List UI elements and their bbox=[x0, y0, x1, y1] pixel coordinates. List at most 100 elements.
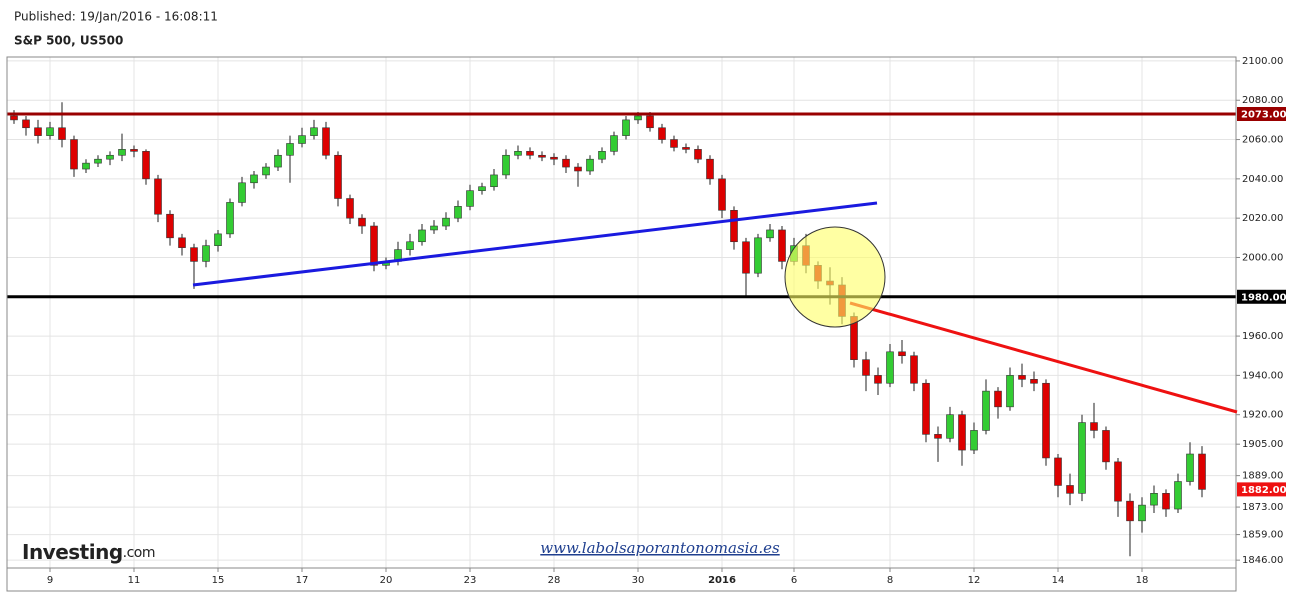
x-tick-label: 23 bbox=[464, 575, 477, 586]
candle-body bbox=[1054, 457, 1062, 486]
overlays bbox=[192, 201, 1238, 414]
candle-body bbox=[1078, 422, 1086, 494]
candle-body bbox=[898, 351, 906, 357]
candle-body bbox=[274, 154, 282, 168]
price-tag-label: 1980.00 bbox=[1241, 292, 1287, 303]
price-tag bbox=[1237, 106, 1286, 121]
candle-body bbox=[598, 151, 606, 160]
candle-body bbox=[1150, 493, 1158, 506]
highlight-circle bbox=[784, 226, 886, 328]
candle-body bbox=[190, 247, 198, 262]
logo: Investing.com bbox=[22, 540, 155, 564]
frame bbox=[6, 56, 1237, 592]
candle-body bbox=[214, 233, 222, 246]
candle-body bbox=[994, 390, 1002, 408]
candle-body bbox=[658, 127, 666, 140]
candle-body bbox=[622, 119, 630, 136]
candle-body bbox=[922, 382, 930, 435]
candle-body bbox=[1162, 493, 1170, 510]
candle-body bbox=[94, 158, 102, 164]
candle-body bbox=[250, 174, 258, 184]
candle-body bbox=[142, 151, 150, 180]
published: Published: 19/Jan/2016 - 16:08:11 bbox=[14, 10, 218, 24]
x-tick-label: 11 bbox=[128, 575, 141, 586]
candle-body bbox=[466, 190, 474, 207]
support-trendline bbox=[192, 201, 878, 287]
candle-body bbox=[610, 135, 618, 152]
watermark-link[interactable]: www.labolsaporantonomasia.es bbox=[540, 539, 780, 557]
y-tick-label: 2060.00 bbox=[1242, 135, 1283, 146]
candle-body bbox=[682, 147, 690, 150]
y-tick-label: 2020.00 bbox=[1242, 213, 1283, 224]
y-tick-label: 1846.00 bbox=[1242, 555, 1283, 566]
candle-body bbox=[1138, 504, 1146, 522]
price-tag bbox=[1237, 289, 1286, 304]
candle-body bbox=[862, 359, 870, 376]
candle-body bbox=[322, 127, 330, 156]
candle-body bbox=[118, 149, 126, 156]
x-tick-label: 15 bbox=[212, 575, 225, 586]
candle-body bbox=[982, 390, 990, 431]
candle-body bbox=[178, 237, 186, 248]
candle-body bbox=[166, 213, 174, 239]
candle-body bbox=[586, 158, 594, 172]
candle-body bbox=[886, 351, 894, 384]
candle-body bbox=[694, 149, 702, 160]
candle-body bbox=[418, 229, 426, 243]
logo-main: Investing bbox=[22, 540, 123, 564]
candle-body bbox=[334, 154, 342, 199]
candle-body bbox=[646, 115, 654, 129]
candle-body bbox=[430, 225, 438, 231]
candle-body bbox=[1114, 461, 1122, 502]
candle-body bbox=[46, 127, 54, 136]
candle-body bbox=[58, 127, 66, 140]
candle-body bbox=[346, 198, 354, 219]
plot-area bbox=[7, 57, 1236, 568]
candle-body bbox=[130, 149, 138, 152]
price-tag-label: 2073.00 bbox=[1241, 109, 1287, 120]
y-tick-label: 1889.00 bbox=[1242, 471, 1283, 482]
candle-body bbox=[634, 115, 642, 121]
candle-body bbox=[226, 202, 234, 235]
candle-body bbox=[910, 355, 918, 384]
y-tick-label: 1920.00 bbox=[1242, 410, 1283, 421]
candle-body bbox=[730, 210, 738, 243]
x-tick-label: 9 bbox=[47, 575, 53, 586]
candle-body bbox=[1198, 453, 1206, 490]
candle-body bbox=[502, 154, 510, 176]
x-tick-label: 28 bbox=[548, 575, 561, 586]
logo-suffix: .com bbox=[123, 545, 155, 561]
candle-body bbox=[238, 182, 246, 203]
x-tick-label: 18 bbox=[1136, 575, 1149, 586]
candle-body bbox=[22, 119, 30, 129]
candle-body bbox=[958, 414, 966, 451]
candle-body bbox=[934, 434, 942, 439]
candle-body bbox=[718, 178, 726, 211]
candle-body bbox=[310, 127, 318, 136]
y-tick-label: 1960.00 bbox=[1242, 331, 1283, 342]
candle-body bbox=[358, 217, 366, 227]
candle-body bbox=[562, 158, 570, 168]
candle-body bbox=[754, 237, 762, 274]
candle-body bbox=[298, 135, 306, 144]
y-tick-label: 2100.00 bbox=[1242, 56, 1283, 67]
price-tag bbox=[1237, 482, 1286, 497]
x-tick-label: 20 bbox=[380, 575, 393, 586]
y-tick-label: 1940.00 bbox=[1242, 370, 1283, 381]
y-tick-label: 1859.00 bbox=[1242, 530, 1283, 541]
candle-body bbox=[406, 241, 414, 250]
candle-body bbox=[106, 154, 114, 160]
x-tick-label: 8 bbox=[887, 575, 893, 586]
candle-body bbox=[286, 143, 294, 156]
y-tick-label: 2000.00 bbox=[1242, 252, 1283, 263]
candle-body bbox=[82, 162, 90, 170]
candle-body bbox=[202, 245, 210, 262]
x-tick-label: 12 bbox=[968, 575, 981, 586]
candle-body bbox=[1102, 430, 1110, 463]
x-tick-label: 14 bbox=[1052, 575, 1065, 586]
candle-body bbox=[1006, 375, 1014, 408]
candle-body bbox=[1030, 379, 1038, 384]
candle-body bbox=[454, 206, 462, 219]
candle-body bbox=[574, 166, 582, 172]
